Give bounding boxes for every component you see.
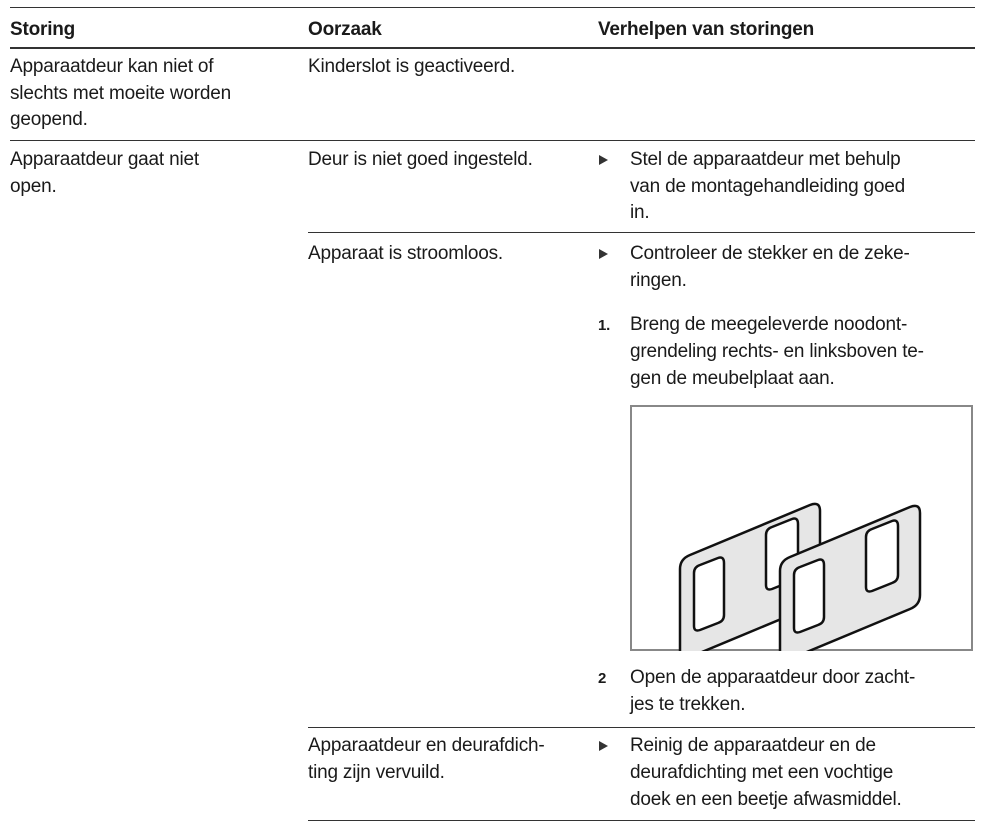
cell-text: Open de apparaatdeur door zacht-	[630, 667, 916, 688]
cell-text: Apparaatdeur gaat niet	[10, 149, 199, 170]
cell-text: doek en een beetje afwasmiddel.	[630, 789, 902, 810]
cell-text: in.	[630, 202, 650, 223]
column-header: Verhelpen van storingen	[598, 19, 815, 40]
cell-text: gen de meubelplaat aan.	[630, 368, 835, 389]
bullet	[599, 249, 608, 259]
rule	[308, 820, 975, 821]
cell-text: Apparaatdeur kan niet of	[10, 56, 214, 77]
rule	[10, 140, 975, 141]
rule	[10, 7, 975, 8]
cell-text: Breng de meegeleverde noodont-	[630, 314, 908, 335]
column-header: Oorzaak	[308, 19, 382, 40]
cell-text: deurafdichting met een vochtige	[630, 762, 894, 783]
cell-text: van de montagehandleiding goed	[630, 176, 906, 197]
bullet	[599, 155, 608, 165]
step-number: 2	[598, 670, 607, 687]
cell-text: open.	[10, 176, 57, 197]
cell-text: Controleer de stekker en de zeke-	[630, 243, 910, 264]
cell-text: Stel de apparaatdeur met behulp	[630, 149, 901, 170]
bullet	[599, 741, 608, 751]
cell-text: Apparaatdeur en deurafdich-	[308, 735, 545, 756]
illustration	[630, 405, 973, 651]
cell-text: ting zijn vervuild.	[308, 762, 445, 783]
cell-text: geopend.	[10, 109, 88, 130]
cell-text: slechts met moeite worden	[10, 83, 231, 104]
step-number: 1.	[598, 317, 611, 334]
cell-text: ringen.	[630, 270, 687, 291]
cell-text: Reinig de apparaatdeur en de	[630, 735, 876, 756]
rule	[308, 727, 975, 728]
cell-text: Kinderslot is geactiveerd.	[308, 56, 516, 77]
cell-text: Deur is niet goed ingesteld.	[308, 149, 533, 170]
cell-text: grendeling rechts- en linksboven te-	[630, 341, 924, 362]
rule	[10, 47, 975, 49]
cell-text: jes te trekken.	[630, 694, 746, 715]
column-header: Storing	[10, 19, 76, 40]
rule	[308, 232, 975, 233]
cell-text: Apparaat is stroomloos.	[308, 243, 503, 264]
